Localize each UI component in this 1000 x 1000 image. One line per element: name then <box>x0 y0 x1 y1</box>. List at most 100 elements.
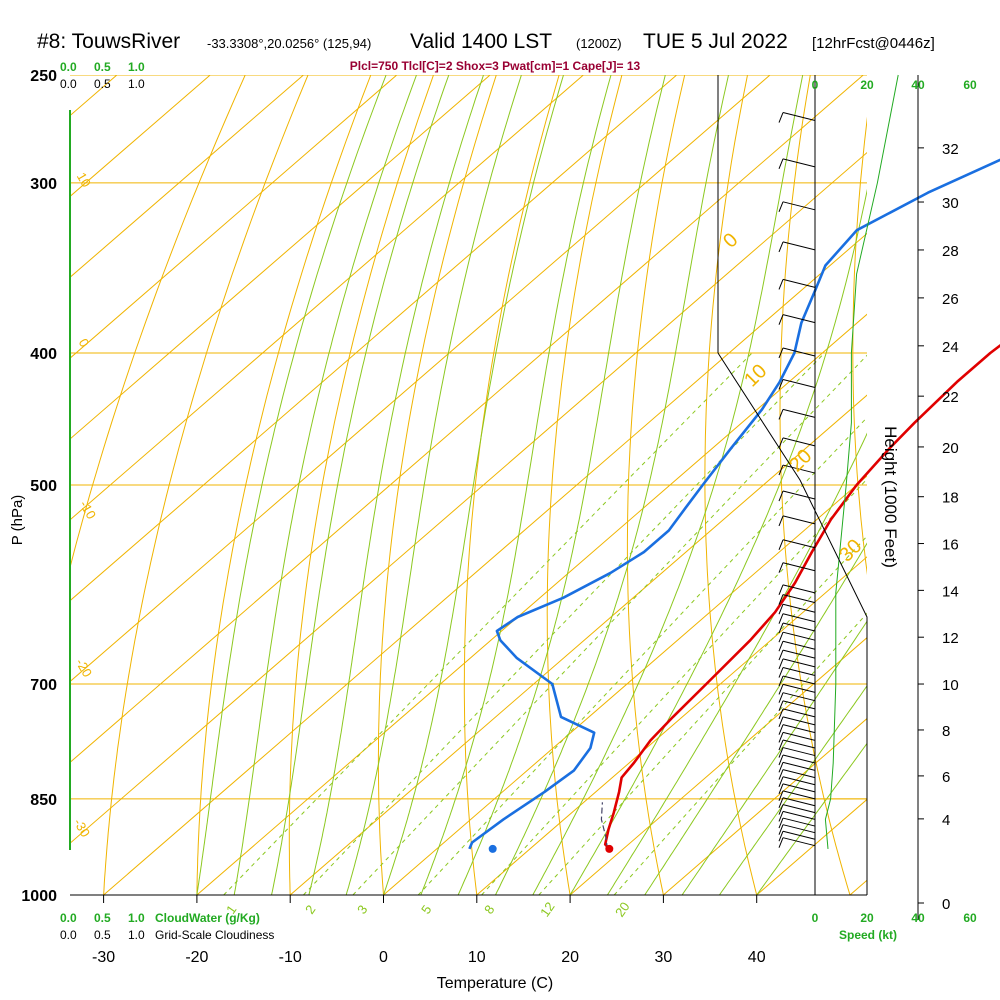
mixing-ratio-label: 3 <box>354 902 370 917</box>
wind-barb-flag <box>778 837 784 848</box>
wind-barb-flag <box>778 675 784 687</box>
wind-barb <box>782 817 816 827</box>
wind-barb <box>782 824 816 834</box>
wind-barb <box>782 464 816 474</box>
terrain-edge-line <box>717 352 868 895</box>
pressure-tick-label: 500 <box>30 478 57 495</box>
height-tick-label: 12 <box>942 630 959 647</box>
wind-barb-flag <box>778 539 784 550</box>
moist-adiabat-label: 0 <box>719 229 742 252</box>
wind-barb <box>782 158 816 168</box>
wind-barb-flag <box>778 724 784 735</box>
dewpoint-line <box>468 158 1000 850</box>
x-tick-label: -30 <box>92 949 115 966</box>
moist-adiabat-line <box>756 742 867 895</box>
cloudiness-bottom-2: 1.0 <box>128 928 145 942</box>
mixing-ratio-label: 2 <box>302 902 318 917</box>
wind-barb-flag <box>778 437 784 449</box>
moist-adiabat-line <box>681 620 867 895</box>
height-tick-label: 30 <box>942 195 959 212</box>
cloudwater-bottom-0: 0.0 <box>60 911 77 925</box>
wind-barb-flag <box>778 831 784 842</box>
wind-barb <box>782 347 816 357</box>
wind-barb <box>782 810 816 820</box>
wind-barb <box>782 603 816 613</box>
cloudwater-top-2: 1.0 <box>128 60 145 74</box>
wind-barb <box>782 649 816 659</box>
pressure-tick-label: 250 <box>30 68 57 85</box>
wind-barb <box>782 754 816 764</box>
wind-barb <box>782 278 816 288</box>
wind-barb-flag <box>778 112 784 123</box>
x-tick-label: -20 <box>185 949 208 966</box>
wind-barb <box>782 490 816 500</box>
mixing-ratio-label: 12 <box>537 899 558 919</box>
speed-label: Speed (kt) <box>839 928 897 942</box>
wind-barb <box>782 539 816 549</box>
pressure-tick-label: 300 <box>30 176 57 193</box>
wind-barb-flag <box>778 658 784 670</box>
moist-adiabat-label: 20 <box>785 445 816 476</box>
wind-barb-flag <box>778 692 784 703</box>
wind-barb-flag <box>778 747 784 758</box>
wind-barb <box>782 667 816 676</box>
dry-adiabat-line <box>377 75 497 895</box>
mixing-ratio-label: 5 <box>418 902 434 917</box>
parcel-line <box>600 802 609 849</box>
wind-barb <box>782 658 816 668</box>
dry-adiabat-line <box>463 75 560 895</box>
wind-barb-flag <box>778 700 784 712</box>
speed-bottom-2: 40 <box>911 911 925 925</box>
dry-adiabat-line <box>546 75 623 895</box>
height-tick-label: 8 <box>942 723 950 740</box>
wind-barb <box>782 724 816 734</box>
wind-barb <box>782 708 816 718</box>
wind-barb-flag <box>778 769 784 780</box>
height-tick-label: 0 <box>942 896 950 913</box>
isotherm-line <box>70 75 584 521</box>
wind-barb-flag <box>778 409 784 420</box>
wind-barb-flag <box>778 790 784 802</box>
isotherm-line <box>849 879 867 895</box>
wind-barb <box>782 837 816 847</box>
height-tick-label: 22 <box>942 389 959 406</box>
wind-barb-flag <box>778 158 784 170</box>
wind-barb <box>782 769 816 779</box>
wind-barb <box>782 408 816 418</box>
forecast-info: [12hrFcst@0446z] <box>812 35 935 52</box>
dry-adiabat-line <box>196 75 372 895</box>
speed-top-0: 0 <box>812 78 819 92</box>
height-tick-label: 28 <box>942 243 959 260</box>
dry-adiabat-line <box>288 75 434 895</box>
height-tick-label: 6 <box>942 769 950 786</box>
speed-bottom-0: 0 <box>812 911 819 925</box>
isotherm-line <box>70 75 491 440</box>
wind-barb-flag <box>778 613 784 624</box>
moist-adiabat-line <box>495 75 729 895</box>
dry-adiabat-label: 10 <box>74 170 94 190</box>
wind-barb-flag <box>778 464 784 476</box>
station-name: #8: TouwsRiver <box>37 30 181 53</box>
moist-adiabat-line <box>271 75 450 895</box>
cloudwater-label: CloudWater (g/Kg) <box>155 911 260 925</box>
wind-barb <box>782 683 816 693</box>
temperature-line <box>603 343 1000 850</box>
wind-barb <box>782 716 816 726</box>
wind-barb <box>782 804 816 814</box>
cloudiness-bottom-1: 0.5 <box>94 928 111 942</box>
valid-time: Valid 1400 LST <box>410 30 553 53</box>
wind-barb-flag <box>778 314 784 325</box>
cloudwater-top-0: 0.0 <box>60 60 77 74</box>
wind-barb <box>782 515 816 525</box>
cloudwater-bottom-2: 1.0 <box>128 911 145 925</box>
height-tick-label: 4 <box>942 812 950 829</box>
wind-barb-flag <box>778 515 784 527</box>
wind-barb <box>782 640 816 650</box>
dry-adiabat-label: -30 <box>71 816 93 840</box>
wind-barb <box>782 201 816 211</box>
mixing-ratio-line <box>223 352 753 895</box>
wind-barb <box>782 776 816 786</box>
speed-bottom-1: 20 <box>860 911 874 925</box>
wind-barb <box>782 675 816 685</box>
